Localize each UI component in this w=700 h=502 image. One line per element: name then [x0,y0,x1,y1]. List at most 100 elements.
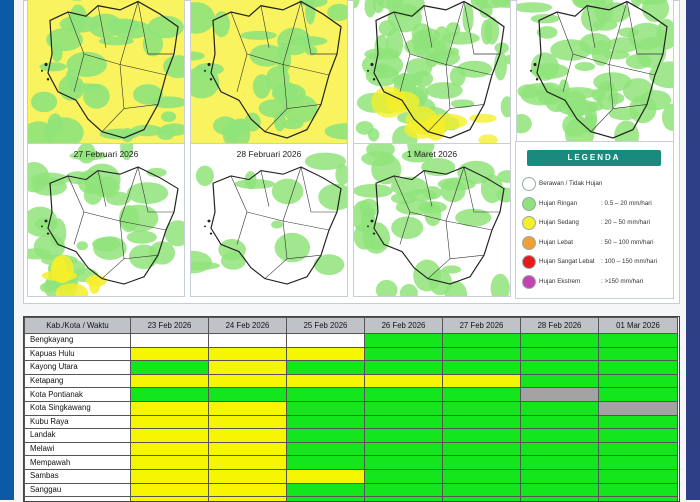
table-row: Sambas [25,469,678,483]
legend-swatch [522,275,536,289]
kalbar-map [354,144,510,296]
rain-category-cell [365,374,443,388]
rain-category-cell [599,456,678,470]
district-name: Bengkayang [25,334,131,348]
rain-category-cell [287,469,365,483]
rain-category-cell [599,429,678,443]
map-date-title: 27 Februari 2026 [28,149,184,159]
kalbar-map [517,0,673,143]
rain-category-cell [599,442,678,456]
rain-category-cell [443,429,521,443]
rain-category-cell [131,483,209,497]
legend-range: : >150 mm/hari [601,278,643,285]
table-row [25,497,678,502]
legend-label: Hujan Ringan [539,200,577,207]
rain-category-cell [209,347,287,361]
rain-category-cell [287,401,365,415]
table-row: Kayong Utara [25,361,678,375]
rain-category-cell [599,415,678,429]
legend-label: Berawan / Tidak Hujan [539,180,602,187]
legend-range: : 0.5 – 20 mm/hari [601,200,652,207]
rain-category-cell [521,374,599,388]
rain-category-cell [287,334,365,348]
rain-category-cell [131,334,209,348]
rain-category-cell [209,401,287,415]
legend-swatch [522,197,536,211]
rain-category-cell [209,497,287,502]
rain-category-cell [521,388,599,402]
table-row: Kota Pontianak [25,388,678,402]
legend-item: Hujan Ekstrem : >150 mm/hari [522,273,672,291]
district-name: Melawi [25,442,131,456]
rain-category-cell [287,347,365,361]
rain-category-cell [209,334,287,348]
rain-category-cell [443,469,521,483]
rain-category-cell [131,361,209,375]
rain-category-cell [521,361,599,375]
legend-swatch [522,216,536,230]
rain-category-cell [209,374,287,388]
rain-category-cell [131,456,209,470]
rain-category-cell [443,361,521,375]
rain-category-cell [443,374,521,388]
header-date: 27 Feb 2026 [443,318,521,334]
rain-category-cell [599,401,678,415]
header-date: 25 Feb 2026 [287,318,365,334]
map-date-title: 28 Februari 2026 [191,149,347,159]
rain-category-cell [131,442,209,456]
legend-item: Hujan Sangat Lebat : 100 – 150 mm/hari [522,253,672,271]
rain-category-cell [599,374,678,388]
legend-item: Hujan Sedang : 20 – 50 mm/hari [522,214,672,232]
right-accent-bar [686,0,700,500]
district-name: Ketapang [25,374,131,388]
rain-category-cell [209,483,287,497]
rain-category-cell [521,347,599,361]
rain-category-cell [131,401,209,415]
table-row: Melawi [25,442,678,456]
legend-item: Hujan Lebat : 50 – 100 mm/hari [522,234,672,252]
kalbar-map [28,144,184,296]
rain-category-cell [131,429,209,443]
rain-category-cell [521,469,599,483]
district-name: Sambas [25,469,131,483]
district-name: Kota Singkawang [25,401,131,415]
rain-category-cell [365,469,443,483]
header-date: 28 Feb 2026 [521,318,599,334]
rain-category-cell [209,415,287,429]
forecast-map-panel: 27 Februari 2026 [27,143,185,297]
header-date: 23 Feb 2026 [131,318,209,334]
rain-category-cell [131,415,209,429]
rain-category-cell [599,469,678,483]
rain-category-cell [365,361,443,375]
map-date-title: 1 Maret 2026 [354,149,510,159]
legend-title: LEGENDA [527,150,661,166]
rain-category-cell [365,415,443,429]
table-row: Kapuas Hulu [25,347,678,361]
legend-range: : 100 – 150 mm/hari [601,258,657,265]
rain-category-cell [365,429,443,443]
district-name: Kayong Utara [25,361,131,375]
rain-category-cell [365,456,443,470]
district-name: Kapuas Hulu [25,347,131,361]
rain-category-cell [443,456,521,470]
district-name: Kota Pontianak [25,388,131,402]
legend-label: Hujan Sangat Lebat [539,258,595,265]
legend-panel: LEGENDA Berawan / Tidak Hujan Hujan Ring… [515,141,674,299]
rain-category-cell [287,442,365,456]
legend-swatch [522,255,536,269]
rain-category-cell [365,483,443,497]
rain-category-cell [365,334,443,348]
rain-category-cell [521,497,599,502]
header-date: 01 Mar 2026 [599,318,678,334]
rain-category-cell [599,347,678,361]
rain-category-cell [287,388,365,402]
rain-category-cell [521,415,599,429]
forecast-map-panel: 1 Maret 2026 [353,143,511,297]
rain-category-cell [209,442,287,456]
rain-category-cell [443,347,521,361]
table-row: Landak [25,429,678,443]
rain-category-cell [599,334,678,348]
rain-category-cell [365,347,443,361]
